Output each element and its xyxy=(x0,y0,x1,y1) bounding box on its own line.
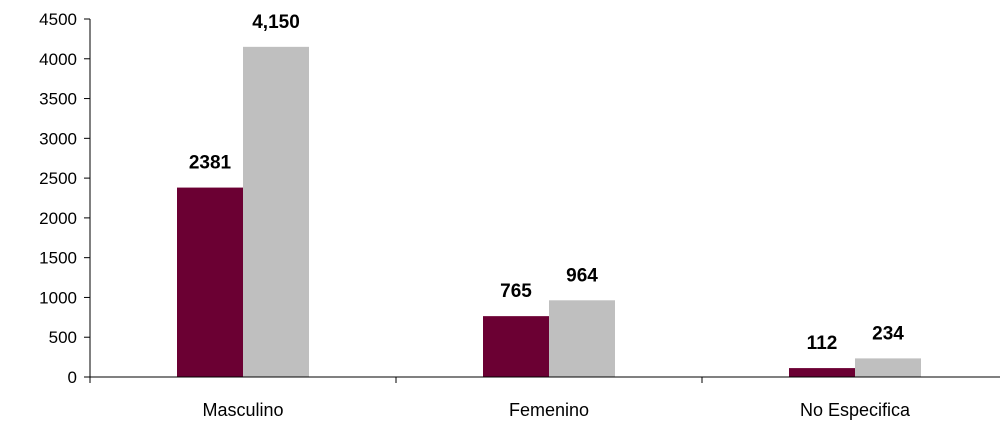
y-tick-label: 1000 xyxy=(39,288,77,307)
x-category-label: Femenino xyxy=(509,400,589,420)
x-category-label: Masculino xyxy=(202,400,283,420)
data-label: 2381 xyxy=(189,153,232,174)
y-tick-label: 500 xyxy=(49,328,77,347)
bar-series-1 xyxy=(177,187,243,377)
data-label: 4,150 xyxy=(252,12,300,33)
bar-series-2 xyxy=(855,358,921,377)
y-tick-label: 2500 xyxy=(39,169,77,188)
data-label: 765 xyxy=(500,281,532,302)
x-category-label: No Especifica xyxy=(800,400,911,420)
bars-group xyxy=(177,46,921,377)
x-axis-ticks: Masculino Femenino No Especifica xyxy=(89,377,911,420)
data-label: 964 xyxy=(566,265,598,286)
y-tick-label: 3000 xyxy=(39,129,77,148)
y-tick-label: 3500 xyxy=(39,90,77,109)
bar-series-1 xyxy=(483,316,549,377)
data-label: 112 xyxy=(807,333,838,354)
bar-series-2 xyxy=(243,46,309,377)
bar-series-1 xyxy=(789,368,855,377)
data-label: 234 xyxy=(872,323,904,344)
data-labels-group: 2381 4,150 765 964 112 234 xyxy=(189,12,904,354)
y-tick-label: 1500 xyxy=(39,249,77,268)
bar-series-2 xyxy=(549,300,615,377)
y-tick-label: 0 xyxy=(68,368,77,387)
y-axis-ticks: 0 500 1000 1500 2000 2500 3000 3500 4000 4500 xyxy=(39,10,90,387)
y-tick-label: 4000 xyxy=(39,50,77,69)
y-tick-label: 2000 xyxy=(39,209,77,228)
y-tick-label: 4500 xyxy=(39,10,77,29)
